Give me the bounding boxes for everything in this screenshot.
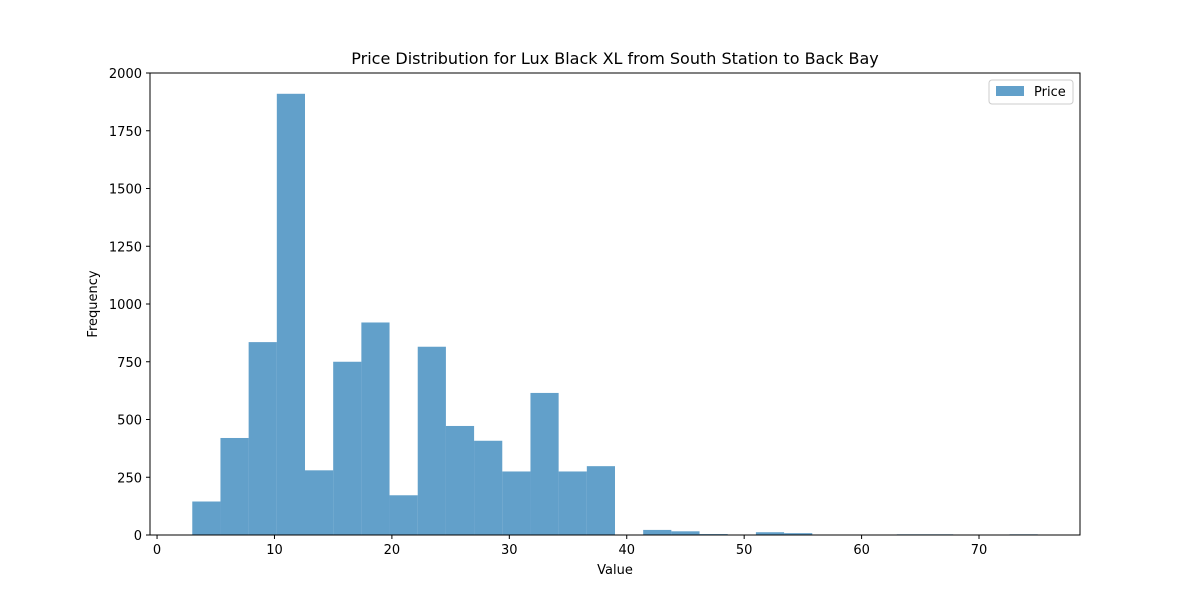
histogram-bar-7	[389, 495, 418, 535]
histogram-bar-9	[445, 425, 475, 535]
legend: Price	[988, 79, 1074, 105]
histogram-bar-5	[333, 361, 362, 535]
legend-label-price: Price	[1034, 85, 1066, 100]
histogram-bar-21	[784, 533, 813, 535]
y-tick-label: 1250	[109, 240, 142, 255]
histogram-bar-11	[502, 471, 531, 535]
y-tick-label: 750	[117, 356, 142, 371]
plot-frame	[149, 72, 1081, 536]
histogram-bar-16	[643, 529, 672, 535]
legend-swatch-price	[996, 86, 1024, 96]
histogram-bar-1	[220, 437, 249, 535]
histogram-bar-0	[192, 501, 221, 535]
histogram-bar-4	[305, 470, 334, 535]
y-tick-label: 500	[117, 414, 142, 429]
x-tick-label: 70	[971, 543, 988, 558]
x-tick-label: 60	[853, 543, 870, 558]
y-tick-label: 2000	[109, 67, 142, 82]
y-tick-label: 0	[134, 529, 142, 544]
x-tick-label: 0	[153, 543, 161, 558]
y-tick-label: 1500	[109, 183, 142, 198]
histogram-bar-17	[671, 531, 700, 535]
histogram-bar-8	[417, 346, 446, 535]
x-tick-label: 50	[736, 543, 753, 558]
x-axis-label: Value	[597, 563, 633, 578]
histogram-bar-12	[530, 392, 559, 535]
x-tick-label: 30	[501, 543, 518, 558]
histogram-bar-10	[474, 440, 503, 535]
y-axis-label: Frequency	[86, 270, 101, 337]
x-tick-label: 10	[266, 543, 283, 558]
x-axis-ticks: 0 10 20 30 40 50 60 70	[153, 535, 987, 558]
histogram-bar-2	[248, 342, 277, 535]
y-axis-ticks: 0 250 500 750 1000 1250 1500 1750 2000	[109, 67, 150, 544]
histogram-bar-14	[586, 466, 615, 535]
chart-title: Price Distribution for Lux Black XL from…	[351, 49, 879, 68]
x-tick-label: 40	[618, 543, 635, 558]
y-tick-label: 250	[117, 471, 142, 486]
histogram-bar-20	[755, 532, 785, 535]
bars-group	[192, 93, 1038, 535]
y-tick-label: 1000	[109, 298, 142, 313]
y-tick-label: 1750	[109, 125, 142, 140]
histogram-bar-3	[276, 93, 305, 535]
histogram-bar-13	[558, 471, 587, 535]
histogram-bar-6	[361, 322, 390, 535]
x-tick-label: 20	[384, 543, 401, 558]
